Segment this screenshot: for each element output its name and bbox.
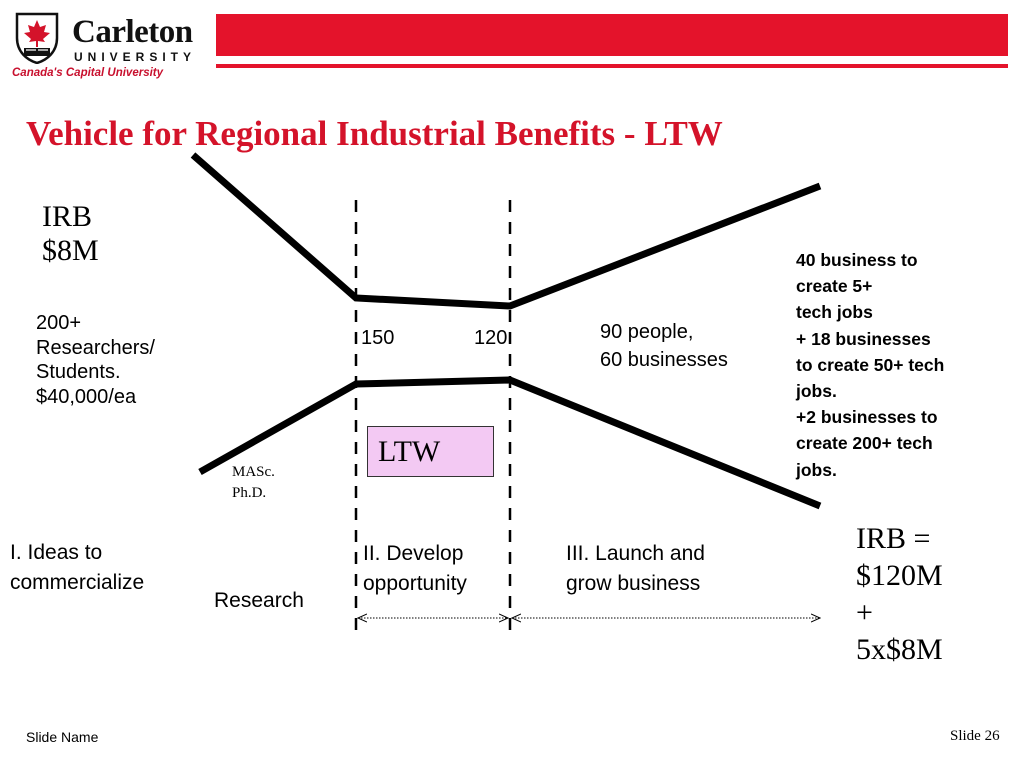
slide-name-footer: Slide Name (26, 729, 99, 745)
logo-wordmark: Carleton (72, 14, 193, 50)
lower-funnel-line (198, 376, 822, 510)
irb-8m-label: IRB $8M (42, 200, 99, 267)
count-150-label: 150 (361, 327, 395, 349)
people-businesses-note: 90 people, 60 businesses (600, 321, 728, 371)
stage-1-label: I. Ideas to commercialize (10, 541, 145, 594)
research-label: Research (214, 589, 304, 612)
university-logo: Carleton UNIVERSITY Canada's Capital Uni… (10, 8, 195, 80)
count-120-label: 120 (474, 327, 508, 349)
irb-total-label: IRB = $120M + 5x$8M (856, 522, 943, 666)
slide-title: Vehicle for Regional Industrial Benefits… (26, 114, 723, 153)
header-red-bar (216, 14, 1008, 56)
upper-funnel-line (190, 152, 822, 310)
logo-tagline: Canada's Capital University (12, 67, 164, 79)
researchers-note: 200+ Researchers/ Students. $40,000/ea (36, 312, 155, 408)
stage-3-label: III. Launch and grow business (566, 542, 705, 595)
ltw-label: LTW (378, 435, 441, 468)
shield-crest-icon (15, 12, 59, 64)
business-jobs-note: 40 business to create 5+ tech jobs + 18 … (796, 250, 945, 480)
logo-university-text: UNIVERSITY (74, 50, 197, 64)
header-red-rule (216, 64, 1008, 68)
slide-number: Slide 26 (950, 728, 1000, 744)
ltw-box: LTW (367, 426, 494, 477)
degrees-label: MASc. Ph.D. (232, 464, 275, 501)
stage-2-label: II. Develop opportunity (363, 542, 467, 595)
